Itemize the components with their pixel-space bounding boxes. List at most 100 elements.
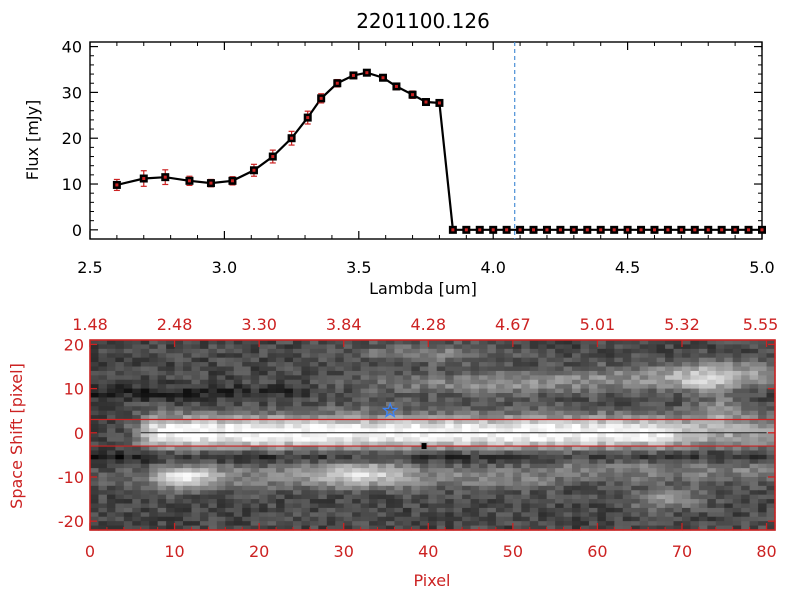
heatmap-cell [259,415,269,421]
heatmap-cell [259,388,269,394]
heatmap-cell [495,415,505,421]
heatmap-cell [732,388,742,394]
heatmap-cell [90,516,100,522]
heatmap-cell [614,384,624,390]
heatmap-cell [166,406,176,412]
heatmap-cell [732,384,742,390]
heatmap-cell [140,428,150,434]
heatmap-cell [259,454,269,460]
heatmap-cell [149,472,159,478]
heatmap-cell [428,423,438,429]
heatmap-cell [394,370,404,376]
heatmap-cell [453,366,463,372]
heatmap-cell [563,494,573,500]
heatmap-cell [149,348,159,354]
heatmap-cell [698,370,708,376]
heatmap-cell [132,437,142,443]
heatmap-cell [495,468,505,474]
heatmap-cell [250,485,260,491]
heatmap-cell [512,423,522,429]
heatmap-cell [749,512,759,518]
heatmap-cell [233,481,243,487]
heatmap-cell [301,357,311,363]
heatmap-cell [529,485,539,491]
heatmap-cell [385,353,396,359]
heatmap-cell [698,357,708,363]
heatmap-cell [741,432,751,438]
heatmap-cell [318,441,328,447]
heatmap-cell [242,423,252,429]
heatmap-cell [614,446,624,452]
heatmap-cell [597,499,607,505]
heatmap-cell [580,419,590,425]
heatmap-cell [462,481,472,487]
heatmap-cell [766,406,776,412]
heatmap-cell [343,476,353,482]
heatmap-cell [259,423,269,429]
heatmap-cell [639,401,649,407]
heatmap-cell [326,401,336,407]
heatmap-cell [563,485,573,491]
heatmap-cell [343,446,353,452]
heatmap-cell [732,512,742,518]
heatmap-cell [115,353,125,359]
heatmap-cell [572,348,582,354]
heatmap-cell [326,423,336,429]
top-tick-label: 4.67 [495,315,531,334]
heatmap-cell [115,481,125,487]
heatmap-cell [259,463,269,469]
heatmap-cell [402,410,412,416]
heatmap-cell [242,432,252,438]
heatmap-cell [462,450,472,456]
heatmap-cell [453,379,463,385]
heatmap-cell [605,521,615,527]
heatmap-cell [250,494,260,500]
heatmap-cell [470,481,480,487]
data-point-center [394,84,398,88]
heatmap-cell [504,516,514,522]
heatmap-cell [445,463,455,469]
heatmap-cell [360,419,370,425]
heatmap-cell [614,397,624,403]
heatmap-cell [504,463,514,469]
heatmap-cell [707,357,717,363]
heatmap-cell [656,410,666,416]
heatmap-cell [724,432,734,438]
heatmap-cell [665,441,675,447]
heatmap-cell [326,415,336,421]
heatmap-cell [216,472,226,478]
heatmap-cell [521,525,531,531]
heatmap-cell [326,370,336,376]
heatmap-cell [301,485,311,491]
heatmap-cell [698,362,708,368]
heatmap-cell [673,507,683,513]
heatmap-cell [588,525,599,531]
heatmap-cell [436,379,446,385]
heatmap-cell [233,406,243,412]
heatmap-cell [487,459,497,465]
heatmap-cell [453,499,463,505]
heatmap-cell [115,485,125,491]
heatmap-cell [622,370,632,376]
heatmap-cell [580,525,590,531]
heatmap-cell [504,423,514,429]
heatmap-cell [385,481,396,487]
heatmap-cell [183,388,193,394]
heatmap-cell [555,525,565,531]
heatmap-cell [724,410,734,416]
heatmap-cell [521,393,531,399]
heatmap-cell [428,485,438,491]
heatmap-cell [766,419,776,425]
heatmap-cell [665,472,675,478]
heatmap-cell [132,432,142,438]
data-point-center [747,228,751,232]
heatmap-cell [360,516,370,522]
heatmap-cell [512,340,522,346]
flux-series-points [112,68,766,234]
heatmap-cell [191,384,201,390]
heatmap-cell [335,494,345,500]
heatmap-cell [385,362,396,368]
heatmap-cell [166,340,176,346]
heatmap-cell [132,499,142,505]
heatmap-cell [318,507,328,513]
